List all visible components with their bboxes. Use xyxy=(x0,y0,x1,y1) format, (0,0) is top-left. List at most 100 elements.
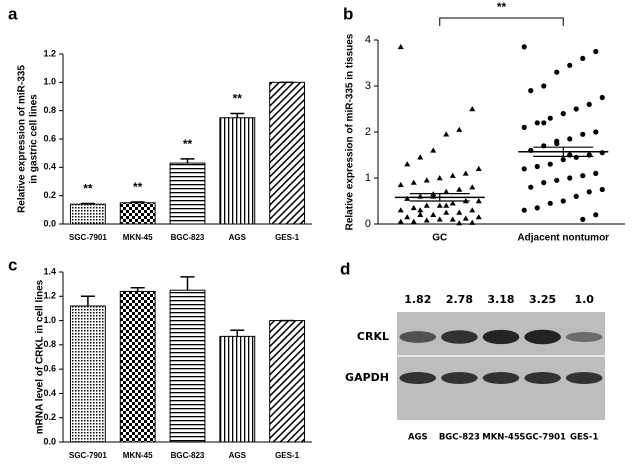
x-tick-label: SGC-7901 xyxy=(69,451,107,460)
data-point xyxy=(534,205,540,211)
y-tick-label: 1.0 xyxy=(43,77,56,87)
y-tick-label: 0.0 xyxy=(43,436,56,446)
data-point xyxy=(534,120,540,126)
panel-label: b xyxy=(343,4,353,23)
significance-label: ** xyxy=(133,180,143,194)
data-point xyxy=(397,43,404,50)
data-point xyxy=(567,175,573,181)
crkl-band xyxy=(482,329,520,345)
data-point xyxy=(521,207,527,213)
value-label: 1.82 xyxy=(404,293,431,306)
data-point xyxy=(567,62,573,68)
data-point xyxy=(443,188,450,194)
data-point xyxy=(541,180,547,186)
data-point xyxy=(521,166,527,172)
data-point xyxy=(593,170,599,176)
x-tick-label: AGS xyxy=(229,233,247,242)
value-label: 3.25 xyxy=(529,293,556,306)
data-point xyxy=(410,218,417,224)
data-point xyxy=(469,207,476,213)
y-tick-label: 4 xyxy=(365,34,371,46)
data-point xyxy=(586,189,592,195)
x-tick-label: GES-1 xyxy=(275,451,300,460)
gapdh-band xyxy=(565,372,603,384)
data-point xyxy=(430,211,437,217)
y-tick-label: 0.8 xyxy=(43,105,56,115)
data-point xyxy=(580,216,586,222)
y-tick-label: 0 xyxy=(365,218,371,230)
bar xyxy=(119,202,156,225)
data-point xyxy=(547,200,553,206)
error-bar xyxy=(180,276,195,291)
y-tick-label: 1.0 xyxy=(43,315,56,325)
data-point xyxy=(469,106,476,112)
data-point xyxy=(547,161,553,167)
gapdh-band xyxy=(524,372,561,384)
data-point xyxy=(462,215,469,221)
bar xyxy=(269,320,306,443)
data-point xyxy=(469,184,476,190)
significance-bracket xyxy=(439,17,564,26)
data-point xyxy=(397,218,404,224)
x-tick-label: BGC-823 xyxy=(171,233,205,242)
row-label: CRKL xyxy=(357,330,389,343)
data-point xyxy=(436,216,443,222)
x-tick-label: MKN-45 xyxy=(123,233,153,242)
data-point xyxy=(449,200,456,206)
data-point xyxy=(397,181,404,188)
value-label: 1.0 xyxy=(574,293,594,306)
data-point xyxy=(449,172,456,178)
x-tick-label: AGS xyxy=(229,451,247,460)
significance-label: ** xyxy=(233,92,243,106)
data-point xyxy=(443,202,450,208)
data-point xyxy=(417,154,424,160)
data-point xyxy=(541,120,547,126)
data-point xyxy=(430,147,437,153)
data-point xyxy=(443,209,450,215)
data-point xyxy=(404,161,411,167)
y-tick-label: 0.8 xyxy=(43,339,56,349)
data-point xyxy=(593,212,599,218)
x-tick-label: SGC-7901 xyxy=(69,233,107,242)
data-point xyxy=(567,136,573,142)
data-point xyxy=(475,198,482,204)
sem-bar xyxy=(409,193,470,202)
data-point xyxy=(554,177,560,183)
y-tick-label: 0.2 xyxy=(43,412,56,422)
data-point xyxy=(462,170,469,176)
data-point xyxy=(547,115,553,121)
data-point xyxy=(410,179,417,185)
crkl-band xyxy=(565,332,603,342)
error-bar xyxy=(230,112,245,118)
data-point xyxy=(443,131,450,137)
data-point xyxy=(580,55,586,62)
data-point xyxy=(417,207,424,213)
data-point xyxy=(521,124,527,130)
data-point xyxy=(410,204,417,211)
panel-label: c xyxy=(8,255,17,274)
y-tick-label: 2 xyxy=(365,126,371,138)
y-axis-label: in gastric cell lines xyxy=(29,94,40,184)
blot-background xyxy=(397,312,605,420)
data-point xyxy=(475,214,482,220)
data-point xyxy=(580,173,586,179)
lane-label: GES-1 xyxy=(570,433,598,443)
y-tick-label: 1.2 xyxy=(43,291,56,301)
x-tick-label: GES-1 xyxy=(275,233,300,242)
lane-label: BGC-823 xyxy=(439,433,480,443)
error-bar xyxy=(80,295,95,306)
data-point xyxy=(586,101,592,107)
sem-bar xyxy=(533,146,594,157)
data-point xyxy=(528,88,534,94)
y-tick-label: 0.6 xyxy=(43,364,56,374)
data-point xyxy=(423,177,430,183)
lane-label: MKN-45 xyxy=(482,433,520,443)
data-point xyxy=(599,186,605,193)
crkl-band xyxy=(399,331,437,343)
significance-label: ** xyxy=(183,137,193,151)
data-point xyxy=(456,126,463,132)
x-tick-label: BGC-823 xyxy=(171,451,205,460)
data-point xyxy=(521,44,527,50)
error-bar xyxy=(80,202,95,205)
